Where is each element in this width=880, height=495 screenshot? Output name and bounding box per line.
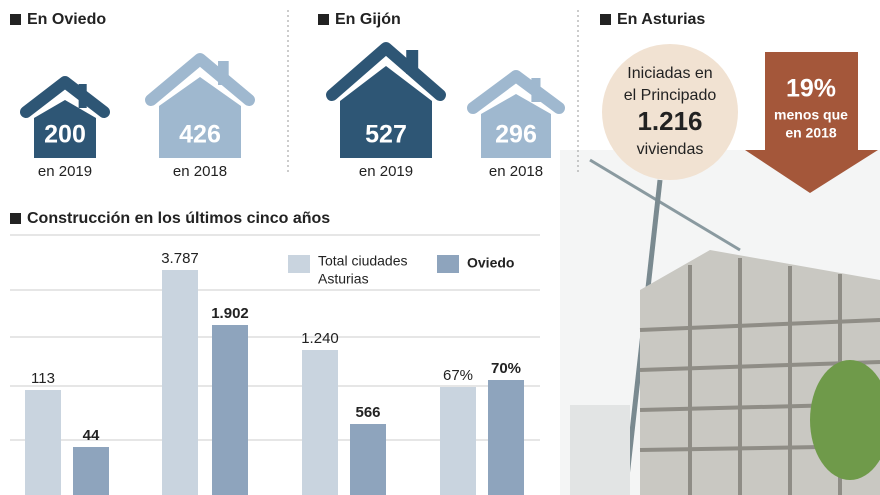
house-body (340, 66, 432, 158)
bar-oviedo (350, 424, 386, 495)
circle-badge (602, 44, 738, 180)
house-body (159, 77, 241, 158)
bar-total (302, 350, 338, 495)
bar-label: 113 (31, 370, 55, 387)
house-value: 200 (44, 121, 86, 149)
circle-text: el Principado (624, 87, 717, 104)
arrow-text: en 2018 (785, 125, 837, 141)
legend-swatch (288, 255, 310, 273)
circle-text: Iniciadas en (627, 65, 712, 82)
section-title: En Asturias (617, 11, 705, 28)
legend-label: Asturias (318, 271, 369, 287)
arrow-text: 19% (786, 75, 836, 103)
legend-label: Total ciudades (318, 253, 408, 269)
bar-oviedo (488, 380, 524, 495)
house-label: en 2019 (38, 163, 92, 180)
bar-total (440, 387, 476, 495)
circle-number: 1.216 (637, 106, 702, 136)
legend-label: Oviedo (467, 255, 514, 271)
roof (20, 76, 110, 118)
chimney (406, 50, 419, 74)
bar-total (25, 390, 61, 495)
bar-total (162, 270, 198, 495)
bar-label: 1.902 (211, 305, 249, 322)
house-value: 426 (179, 121, 221, 149)
house-value: 296 (495, 121, 537, 149)
roof (467, 70, 565, 114)
house: 426 en 2018 (145, 53, 255, 180)
bar-oviedo (212, 325, 248, 495)
house-label: en 2018 (173, 163, 227, 180)
bar-oviedo (73, 447, 109, 495)
legend-swatch (437, 255, 459, 273)
bar-label: 1.240 (301, 330, 339, 347)
bar-label: 3.787 (161, 250, 199, 267)
section-title: En Oviedo (27, 11, 106, 28)
section-title: En Gijón (335, 11, 401, 28)
chart-title: Construcción en los últimos cinco años (27, 210, 330, 227)
bar-label: 44 (83, 427, 100, 444)
building-photo (560, 150, 880, 495)
roof (326, 42, 446, 101)
house-value: 527 (365, 121, 407, 149)
bar-label: 67% (443, 367, 473, 384)
house: 527 en 2019 (326, 42, 446, 180)
house: 200 en 2019 (20, 76, 110, 180)
arrow-text: menos que (774, 107, 848, 123)
house-body (481, 94, 551, 158)
bar-label: 566 (355, 404, 380, 421)
roof (145, 53, 255, 106)
down-arrow (745, 52, 878, 193)
house-label: en 2018 (489, 163, 543, 180)
house-label: en 2019 (359, 163, 413, 180)
circle-text: viviendas (637, 141, 704, 158)
house-body (34, 100, 96, 158)
house: 296 en 2018 (467, 70, 565, 180)
bar-label: 70% (491, 360, 521, 377)
